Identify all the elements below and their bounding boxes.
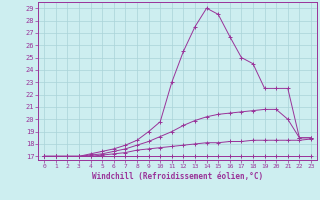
X-axis label: Windchill (Refroidissement éolien,°C): Windchill (Refroidissement éolien,°C) <box>92 172 263 181</box>
